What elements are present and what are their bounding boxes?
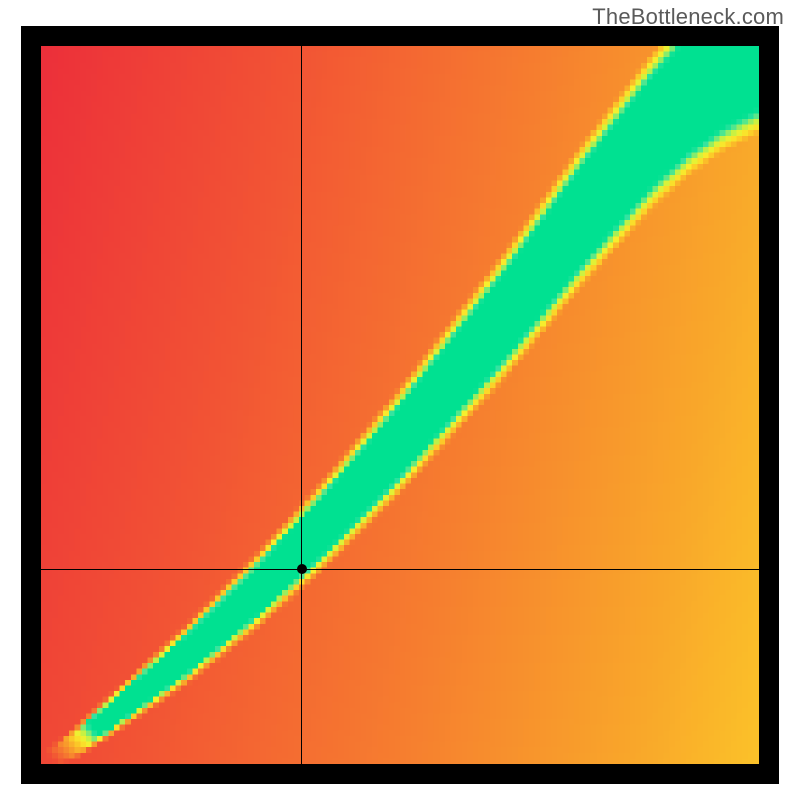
plot-area [41, 46, 759, 764]
crosshair-vertical [301, 46, 302, 764]
heatmap-canvas [41, 46, 759, 764]
crosshair-marker [297, 564, 307, 574]
attribution-text: TheBottleneck.com [592, 4, 784, 30]
crosshair-horizontal [41, 569, 759, 570]
